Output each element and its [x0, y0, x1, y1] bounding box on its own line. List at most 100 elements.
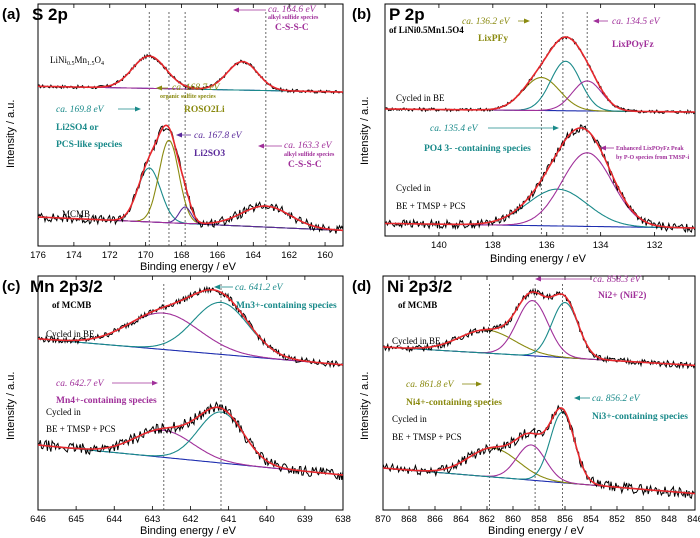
- panel-c-tick-label: 639: [297, 514, 313, 525]
- panel-b-component-magenta: [385, 152, 695, 229]
- svg-text:ca. 642.7 eV: ca. 642.7 eV: [56, 379, 105, 389]
- panel-b-xlabel: Binding energy / eV: [490, 253, 587, 265]
- panel-b-p2p: (b) P 2p of LiNi0.5Mn1.5O4 Intensity / a…: [352, 3, 696, 265]
- panel-b-letter: (b): [352, 6, 371, 23]
- panel-a-tick-label: 162: [281, 250, 297, 261]
- panel-a-annotation-169-8: ca. 169.8 eV Li2SO4 or PCS-like species: [56, 105, 141, 150]
- panel-c-tick-label: 646: [30, 514, 46, 525]
- panel-b-tick-label: 134: [593, 240, 609, 251]
- panel-a-xlabel: Binding energy / eV: [140, 261, 237, 273]
- panel-b-fit-line: [385, 127, 695, 229]
- panel-c-fit-line: [37, 406, 344, 476]
- svg-text:ca. 169.8 eV: ca. 169.8 eV: [56, 105, 105, 115]
- panel-b-sample-1: Cycled in BE: [396, 93, 445, 103]
- svg-text:ca. 861.8 eV: ca. 861.8 eV: [406, 380, 455, 390]
- panel-a-tick-label: 176: [30, 250, 46, 261]
- panel-c-ylabel: Intensity / a.u.: [5, 372, 17, 440]
- svg-text:ca. 641.2 eV: ca. 641.2 eV: [235, 283, 284, 293]
- svg-text:ca. 136.2 eV: ca. 136.2 eV: [462, 17, 511, 27]
- panel-c-subtitle: of MCMB: [52, 300, 91, 310]
- panel-b-annotation-134-5: ca. 134.5 eV LixPOyFz: [593, 17, 661, 50]
- svg-text:Li2SO3: Li2SO3: [194, 149, 225, 159]
- svg-text:Ni4+-containing species: Ni4+-containing species: [406, 398, 502, 408]
- panel-d-title: Ni 2p3/2: [387, 277, 452, 296]
- panel-a-tick-label: 168: [174, 250, 190, 261]
- panel-a-tick-label: 164: [245, 250, 261, 261]
- panel-c-component-magenta: [37, 429, 344, 476]
- panel-d-subtitle: of MCMB: [398, 300, 437, 310]
- panel-a-letter: (a): [2, 6, 20, 23]
- svg-text:alkyl sulfide species: alkyl sulfide species: [284, 152, 335, 158]
- svg-text:PCS-like species: PCS-like species: [56, 140, 123, 150]
- panel-c-xlabel: Binding energy / eV: [140, 525, 237, 537]
- panel-c-tick-label: 644: [106, 514, 122, 525]
- svg-text:Ni3+-containing species: Ni3+-containing species: [592, 412, 688, 422]
- panel-d-data-line: [382, 404, 696, 500]
- panel-c-tick-label: 645: [68, 514, 84, 525]
- panel-d-fit-line: [382, 407, 696, 495]
- panel-a-annotation-168-7: ca. 168.7 eV organic sulfite species ROS…: [156, 83, 225, 115]
- panel-b-sample-2a: Cycled in: [396, 183, 431, 193]
- panel-c-sample-2a: Cycled in: [46, 407, 81, 417]
- panel-a-fit-line: [38, 55, 343, 93]
- panel-d-annotation-856-2: ca. 856.2 eV Ni3+-containing species: [574, 394, 688, 422]
- panel-d-tick-label: 850: [635, 514, 651, 525]
- panel-a-annotation-164-6: ca. 164.6 eV alkyl sulfide species C-S-S…: [233, 5, 319, 33]
- panel-c-tick-label: 642: [183, 514, 199, 525]
- svg-text:alkyl sulfide species: alkyl sulfide species: [268, 15, 319, 21]
- panel-d-tick-label: 858: [531, 514, 547, 525]
- panel-d-sample-1: Cycled in BE: [392, 336, 441, 346]
- svg-text:ca. 856.2 eV: ca. 856.2 eV: [592, 394, 641, 404]
- panel-c-tick-label: 641: [221, 514, 237, 525]
- panel-a-tick-label: 172: [102, 250, 118, 261]
- panel-d-tick-label: 860: [505, 514, 521, 525]
- panel-c-annotation-642-7: ca. 642.7 eV Mn4+-containing species: [56, 379, 158, 406]
- panel-a-sample-2: MCMB: [62, 209, 90, 219]
- svg-text:LixPFy: LixPFy: [478, 34, 508, 44]
- panel-b-frame: [384, 3, 696, 237]
- svg-text:ca. 858.3 eV: ca. 858.3 eV: [593, 275, 642, 285]
- svg-text:Mn4+-containing species: Mn4+-containing species: [56, 396, 157, 406]
- panel-d-tick-label: 846: [687, 514, 700, 525]
- svg-text:Enhanced LixPOyFz Peak: Enhanced LixPOyFz Peak: [616, 146, 684, 152]
- panel-d-ylabel: Intensity / a.u.: [359, 372, 371, 440]
- panel-d-tick-label: 854: [583, 514, 599, 525]
- panel-d-sample-2a: Cycled in: [392, 414, 427, 424]
- panel-c-mn2p: (c) Mn 2p3/2 of MCMB Intensity / a.u. Bi…: [2, 275, 351, 537]
- panel-a-fit-line: [37, 124, 344, 232]
- svg-text:Ni2+ (NiF2): Ni2+ (NiF2): [598, 290, 646, 301]
- panel-b-fit-line: [385, 36, 695, 113]
- panel-b-title: P 2p: [389, 5, 425, 24]
- panel-d-xlabel: Binding energy / eV: [488, 525, 585, 537]
- panel-c-sample-2b: BE + TMSP + PCS: [46, 424, 116, 434]
- panel-d-annotation-858-3: ca. 858.3 eV Ni2+ (NiF2): [535, 275, 646, 301]
- panel-a-title: S 2p: [32, 5, 68, 24]
- svg-text:ca. 163.3 eV: ca. 163.3 eV: [284, 141, 333, 151]
- panel-d-annotation-861-8: ca. 861.8 eV Ni4+-containing species: [406, 380, 502, 408]
- panel-d-fit-line: [383, 291, 696, 367]
- panel-d-tick-label: 862: [479, 514, 495, 525]
- panel-b-component-teal: [385, 60, 695, 113]
- panel-a-annotation-163-3: ca. 163.3 eV alkyl sulfide species C-S-S…: [258, 141, 335, 170]
- svg-text:ROSO2Li: ROSO2Li: [184, 105, 225, 115]
- panel-b-tick-label: 138: [485, 240, 501, 251]
- panel-c-sample-1: Cycled in BE: [46, 329, 95, 339]
- panel-d-tick-label: 870: [375, 514, 391, 525]
- svg-text:by P-O species from TMSP-i: by P-O species from TMSP-i: [616, 155, 689, 161]
- svg-text:C-S-S-C: C-S-S-C: [275, 23, 309, 33]
- panel-a-tick-label: 174: [66, 250, 82, 261]
- panel-d-tick-label: 866: [427, 514, 443, 525]
- panel-b-ylabel: Intensity / a.u.: [359, 97, 371, 165]
- panel-b-subtitle: of LiNi0.5Mn1.5O4: [389, 25, 464, 35]
- svg-text:Mn3+-containing species: Mn3+-containing species: [236, 301, 337, 311]
- panel-d-sample-2b: BE + TMSP + PCS: [392, 432, 462, 442]
- panel-b-tick-label: 140: [431, 240, 447, 251]
- panel-a-frame: [37, 3, 344, 247]
- panel-b-tick-label: 132: [647, 240, 663, 251]
- panel-a-tick-label: 170: [138, 250, 154, 261]
- panel-d-ni2p: (d) Ni 2p3/2 of MCMB Intensity / a.u. Bi…: [352, 275, 700, 537]
- svg-text:ca. 167.8 eV: ca. 167.8 eV: [194, 131, 243, 141]
- panel-a-tick-label: 166: [209, 250, 225, 261]
- panel-c-title: Mn 2p3/2: [30, 277, 103, 296]
